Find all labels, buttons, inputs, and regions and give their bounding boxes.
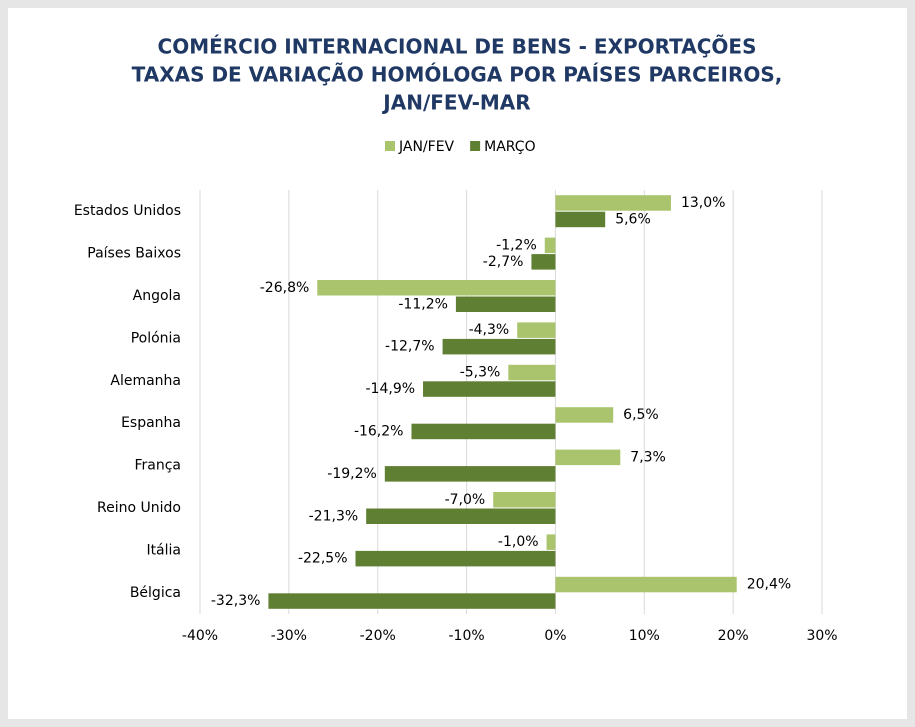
legend-label: JAN/FEV: [398, 139, 455, 155]
data-label: 7,3%: [630, 449, 666, 465]
y-tick-label: Bélgica: [130, 585, 181, 601]
bar: [546, 534, 556, 550]
y-tick-label: Países Baixos: [87, 246, 181, 262]
x-tick-label: -30%: [271, 628, 307, 644]
bar: [411, 423, 556, 440]
y-tick-label: Reino Unido: [97, 500, 181, 516]
bar: [531, 254, 556, 270]
bar: [384, 466, 556, 482]
chart-title: COMÉRCIO INTERNACIONAL DE BENS - EXPORTA…: [158, 35, 757, 59]
bar: [555, 195, 671, 211]
data-label: -14,9%: [366, 381, 416, 397]
bar: [317, 280, 556, 296]
x-tick-label: -40%: [182, 628, 218, 644]
data-label: -2,7%: [483, 254, 524, 270]
bar: [455, 296, 556, 312]
data-label: -21,3%: [309, 508, 359, 524]
x-tick-label: 20%: [718, 628, 749, 644]
data-label: -1,2%: [496, 237, 537, 253]
data-label: 13,0%: [681, 195, 725, 211]
bar: [493, 492, 556, 508]
data-label: -11,2%: [398, 296, 448, 312]
legend-swatch: [385, 141, 395, 151]
bar: [508, 364, 556, 381]
bar: [442, 338, 556, 355]
y-tick-label: Polónia: [131, 330, 181, 346]
data-label: -1,0%: [498, 534, 539, 550]
bar: [555, 576, 737, 593]
data-label: -16,2%: [354, 423, 404, 439]
chart-title: JAN/FEV-MAR: [381, 91, 530, 115]
bar: [517, 322, 556, 338]
bar: [355, 550, 556, 567]
data-label: -32,3%: [211, 593, 261, 609]
bar: [555, 211, 606, 228]
x-tick-label: -10%: [448, 628, 484, 644]
bar: [544, 237, 556, 254]
y-tick-label: Alemanha: [110, 373, 181, 389]
x-tick-label: -20%: [360, 628, 396, 644]
x-tick-label: 10%: [629, 628, 660, 644]
data-label: -12,7%: [385, 339, 435, 355]
legend-swatch: [470, 141, 481, 151]
data-label: 20,4%: [747, 577, 791, 593]
bar: [423, 381, 556, 397]
y-tick-label: Angola: [133, 288, 181, 304]
bar: [366, 508, 556, 524]
data-label: -22,5%: [298, 551, 348, 567]
bar: [555, 449, 621, 466]
bar: [268, 593, 556, 609]
y-tick-label: Espanha: [121, 415, 181, 431]
data-label: -26,8%: [260, 280, 310, 296]
data-label: -19,2%: [327, 466, 377, 482]
y-tick-label: França: [134, 458, 181, 474]
panel: [8, 8, 907, 719]
data-label: 6,5%: [623, 407, 659, 423]
data-label: 5,6%: [615, 211, 651, 227]
y-tick-label: Estados Unidos: [74, 203, 181, 219]
data-label: -4,3%: [469, 322, 510, 338]
x-tick-label: 0%: [544, 628, 566, 644]
x-tick-label: 30%: [806, 628, 837, 644]
data-label: -5,3%: [460, 365, 501, 381]
chart-title: TAXAS DE VARIAÇÃO HOMÓLOGA POR PAÍSES PA…: [132, 63, 783, 87]
y-tick-label: Itália: [146, 542, 181, 558]
data-label: -7,0%: [445, 492, 486, 508]
bar: [555, 407, 614, 423]
legend-label: MARÇO: [484, 139, 535, 155]
